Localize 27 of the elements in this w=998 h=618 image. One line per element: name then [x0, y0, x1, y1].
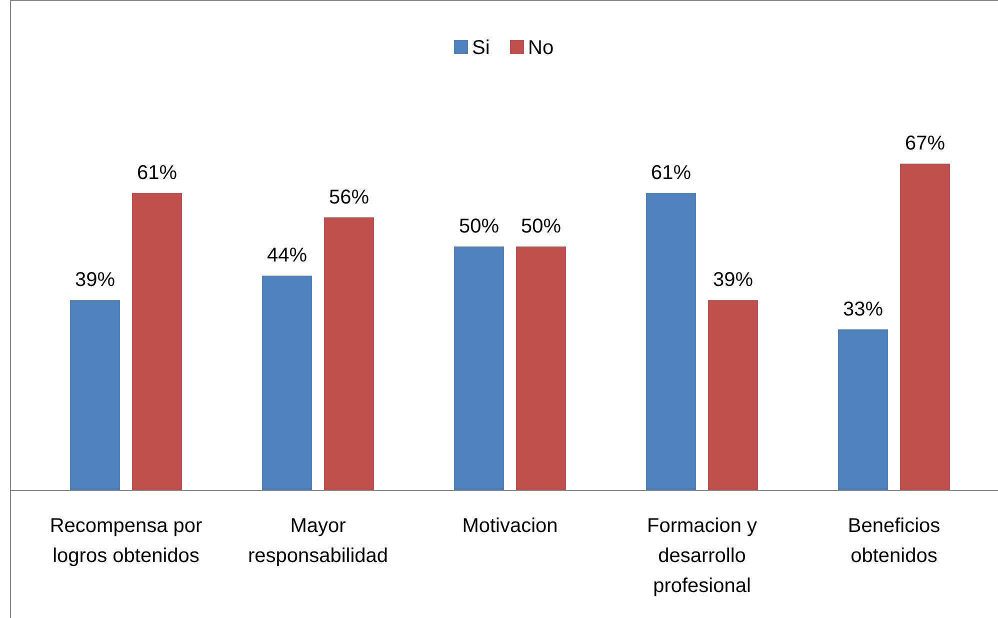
bar	[708, 300, 758, 490]
legend-label: No	[528, 37, 554, 59]
data-label: 39%	[74, 269, 116, 292]
bar	[262, 276, 312, 490]
data-label: 39%	[712, 269, 754, 292]
bar	[516, 246, 566, 490]
bar	[454, 246, 504, 490]
bar	[70, 300, 120, 490]
data-label: 56%	[328, 186, 370, 208]
data-label: 50%	[458, 216, 500, 238]
x-tick-label: Motivacion	[462, 515, 558, 537]
bar	[900, 164, 950, 490]
data-label: 67%	[904, 132, 946, 155]
bar	[646, 192, 696, 490]
legend-label: Si	[472, 37, 490, 59]
data-label: 61%	[650, 162, 692, 184]
x-tick-label: Recompensa por logros obtenidos	[50, 515, 202, 567]
x-tick-label: Mayor responsabilidad	[248, 515, 388, 567]
x-tick-label: Beneficios obtenidos	[848, 515, 940, 567]
bar	[132, 192, 182, 490]
bar	[324, 217, 374, 490]
x-tick-label: Formacion y desarrollo profesional	[646, 515, 758, 597]
bar	[838, 329, 888, 490]
data-label: 50%	[520, 216, 562, 238]
data-label: 33%	[842, 298, 884, 320]
data-label: 44%	[266, 244, 308, 267]
data-label: 61%	[136, 162, 178, 184]
